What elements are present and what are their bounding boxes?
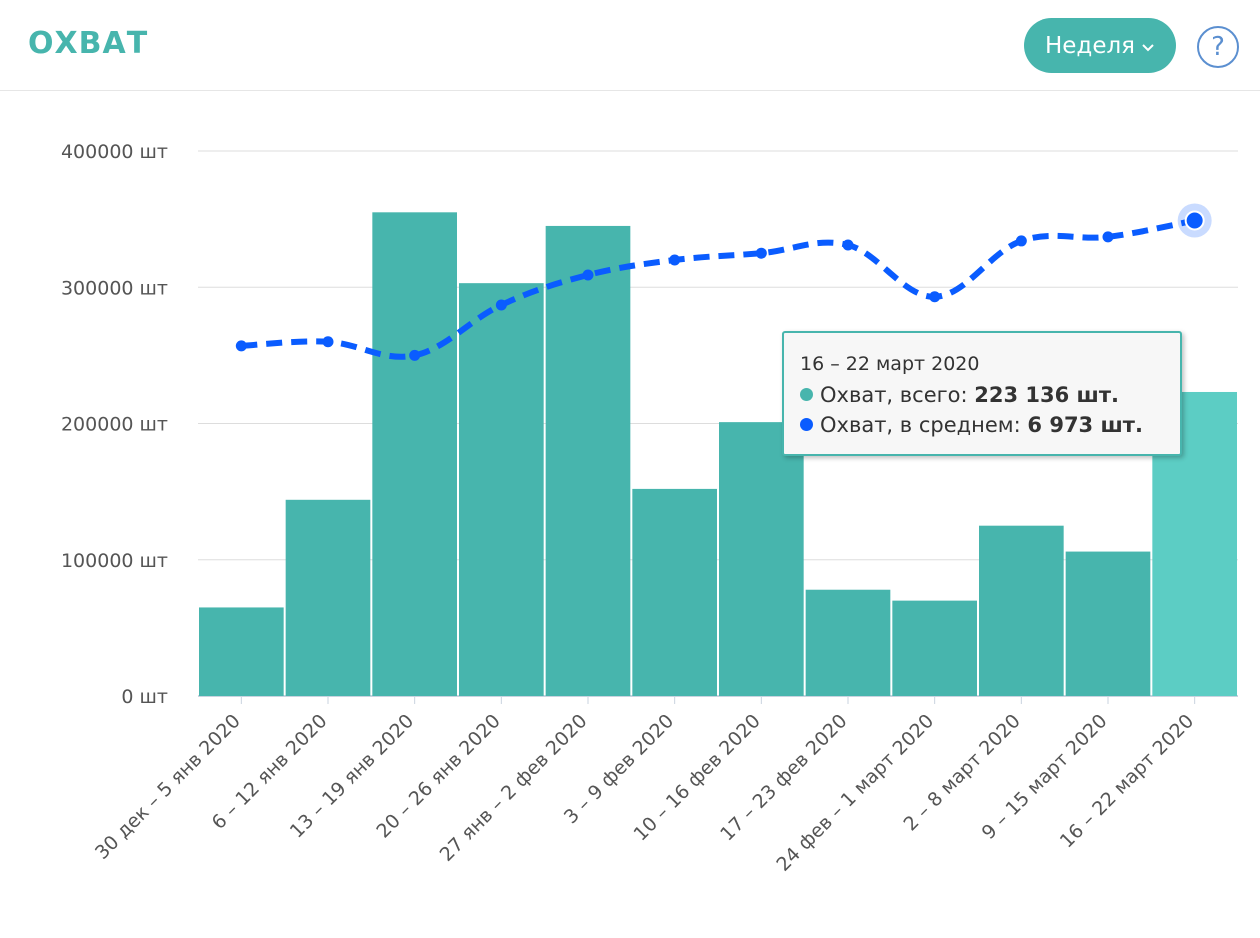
average-line-path bbox=[241, 217, 1196, 360]
line-point[interactable] bbox=[235, 340, 247, 352]
line-point[interactable] bbox=[842, 239, 854, 251]
line-point[interactable] bbox=[669, 254, 681, 266]
period-label: Неделя bbox=[1044, 32, 1136, 59]
bar[interactable] bbox=[199, 607, 284, 696]
tooltip-row-total: Охват, всего: 223 136 шт. bbox=[800, 383, 1119, 407]
bar[interactable] bbox=[892, 600, 977, 696]
line-point[interactable] bbox=[755, 247, 767, 259]
bar[interactable] bbox=[372, 212, 457, 696]
bar[interactable] bbox=[545, 225, 631, 696]
tooltip-total-label: Охват, всего: bbox=[820, 383, 975, 407]
y-tick-label: 100000 шт bbox=[61, 550, 168, 572]
average-dot-icon bbox=[800, 418, 813, 431]
bar[interactable] bbox=[285, 499, 371, 696]
line-point[interactable] bbox=[582, 269, 594, 281]
page-title: ОХВАТ bbox=[28, 26, 149, 61]
chevron-down-icon bbox=[1141, 33, 1155, 59]
help-icon[interactable]: ? bbox=[1197, 26, 1239, 68]
line-point[interactable] bbox=[1184, 210, 1205, 231]
tooltip-average-value: 6 973 шт. bbox=[1027, 413, 1143, 437]
bars bbox=[199, 212, 1237, 696]
bar[interactable] bbox=[979, 525, 1064, 696]
tooltip-title: 16 – 22 март 2020 bbox=[800, 353, 980, 375]
y-tick-label: 200000 шт bbox=[61, 414, 168, 436]
y-tick-label: 300000 шт bbox=[61, 277, 168, 299]
bar[interactable] bbox=[805, 589, 891, 696]
bar[interactable] bbox=[1065, 551, 1151, 696]
header: ОХВАТ Неделя ? bbox=[0, 0, 1260, 91]
tooltip-average-label: Охват, в среднем: bbox=[820, 413, 1028, 437]
bar[interactable] bbox=[719, 422, 804, 696]
x-tick-label: 24 фев – 1 март 2020 bbox=[772, 710, 938, 876]
total-dot-icon bbox=[800, 388, 813, 401]
chart-tooltip: 16 – 22 март 2020 Охват, всего: 223 136 … bbox=[782, 331, 1182, 456]
line-point[interactable] bbox=[929, 291, 941, 303]
line-point[interactable] bbox=[409, 349, 421, 361]
bar[interactable] bbox=[459, 283, 544, 696]
y-tick-label: 400000 шт bbox=[61, 141, 168, 163]
tooltip-row-average: Охват, в среднем: 6 973 шт. bbox=[800, 413, 1143, 437]
line-point[interactable] bbox=[322, 336, 334, 348]
line-point[interactable] bbox=[1015, 235, 1027, 247]
bar[interactable] bbox=[632, 488, 717, 696]
x-tick-label: 30 дек – 5 янв 2020 bbox=[91, 710, 245, 864]
tooltip-total-value: 223 136 шт. bbox=[974, 383, 1120, 407]
period-dropdown[interactable]: Неделя bbox=[1024, 18, 1176, 73]
line-point[interactable] bbox=[1102, 231, 1114, 243]
y-axis-ticks: 0 шт 100000 шт 200000 шт 300000 шт 400000 шт bbox=[61, 141, 168, 708]
average-line bbox=[235, 203, 1212, 361]
help-glyph: ? bbox=[1211, 32, 1225, 62]
y-tick-label: 0 шт bbox=[121, 686, 168, 708]
line-point[interactable] bbox=[495, 299, 507, 311]
x-tick-label: 27 янв – 2 фев 2020 bbox=[436, 710, 592, 866]
